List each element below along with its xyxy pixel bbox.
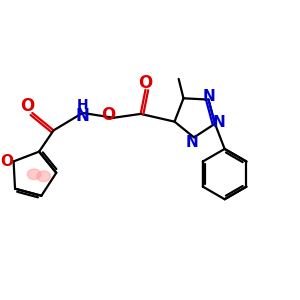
Ellipse shape: [37, 171, 50, 181]
Text: O: O: [0, 154, 13, 169]
Text: N: N: [76, 107, 90, 125]
Text: O: O: [138, 74, 153, 92]
Text: H: H: [77, 98, 88, 112]
Text: N: N: [203, 89, 216, 104]
Text: N: N: [212, 115, 225, 130]
Text: O: O: [102, 106, 116, 124]
Text: O: O: [20, 97, 34, 115]
Ellipse shape: [27, 169, 41, 180]
Text: N: N: [186, 135, 198, 150]
